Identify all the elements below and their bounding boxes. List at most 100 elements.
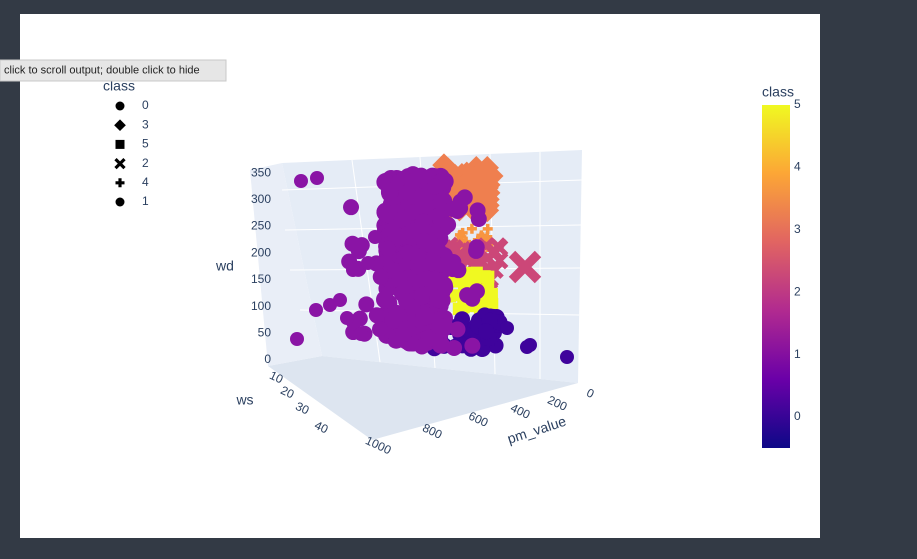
marker (444, 201, 461, 218)
marker (485, 287, 498, 300)
legend-title: class (103, 78, 135, 94)
marker (520, 340, 534, 354)
marker (115, 178, 125, 188)
z-tick-label: 150 (251, 272, 271, 286)
y-axis-title: ws (235, 392, 253, 408)
marker (560, 350, 574, 364)
marker (333, 293, 347, 307)
colorbar-tick: 1 (794, 347, 801, 361)
colorbar-tick: 5 (794, 97, 801, 111)
marker (413, 338, 430, 355)
marker (419, 270, 436, 287)
marker (490, 251, 509, 270)
marker (446, 339, 463, 356)
colorbar (762, 105, 790, 448)
marker (294, 174, 308, 188)
marker (454, 229, 465, 240)
marker (350, 243, 367, 260)
legend-label: 4 (142, 175, 149, 189)
marker (372, 268, 389, 285)
marker (358, 296, 375, 313)
marker (115, 197, 125, 207)
marker (449, 321, 466, 338)
marker (310, 171, 324, 185)
marker (395, 326, 412, 343)
z-tick-label: 50 (258, 325, 272, 339)
marker (384, 222, 401, 239)
side-plane (250, 163, 322, 366)
marker (404, 175, 421, 192)
marker (361, 256, 375, 270)
marker (478, 323, 495, 340)
marker (437, 318, 454, 335)
marker (114, 119, 126, 132)
marker (500, 321, 514, 335)
marker (114, 157, 126, 170)
scene-3d[interactable] (250, 150, 583, 440)
y-tick-label: 10 (267, 368, 285, 386)
marker (368, 307, 385, 324)
colorbar-title: class (762, 84, 794, 100)
marker (391, 271, 408, 288)
z-axis-title: wd (215, 258, 234, 274)
z-tick-label: 100 (251, 299, 271, 313)
point-cloud (290, 153, 574, 364)
y-tick-label: 20 (278, 383, 296, 401)
marker (464, 337, 481, 354)
legend[interactable]: 0 3 5 2 4 1 (114, 98, 149, 208)
marker (343, 199, 360, 216)
y-tick-label: 30 (293, 399, 311, 417)
marker (468, 242, 485, 259)
marker (371, 321, 388, 338)
marker (309, 303, 323, 317)
marker (380, 240, 397, 257)
marker (445, 172, 469, 197)
marker (376, 290, 395, 309)
marker (440, 216, 457, 233)
marker (404, 204, 421, 221)
marker (417, 306, 436, 325)
y-tick-label: 40 (312, 418, 330, 436)
marker (490, 239, 509, 257)
legend-label: 2 (142, 156, 149, 170)
marker (459, 287, 476, 304)
marker (340, 311, 354, 325)
z-tick-label: 200 (251, 245, 271, 259)
marker (405, 222, 422, 239)
marker (398, 293, 415, 310)
marker (466, 223, 477, 234)
marker (474, 165, 498, 189)
marker (290, 332, 304, 346)
marker (416, 232, 433, 249)
colorbar-tick: 0 (794, 409, 801, 423)
legend-label: 3 (142, 117, 149, 131)
tooltip: click to scroll output; double click to … (4, 64, 200, 76)
marker (508, 250, 542, 284)
marker (354, 327, 368, 341)
colorbar-tick: 3 (794, 222, 801, 236)
marker (368, 230, 382, 244)
z-tick-label: 250 (251, 219, 271, 233)
floor-plane (268, 356, 578, 440)
z-tick-label: 350 (251, 165, 271, 179)
colorbar-tick: 2 (794, 284, 801, 298)
legend-label: 0 (142, 98, 149, 112)
marker (426, 178, 443, 195)
marker (469, 202, 486, 219)
tooltip-box (0, 59, 227, 82)
marker (388, 304, 405, 321)
marker (444, 261, 461, 278)
marker (456, 189, 473, 206)
legend-label: 1 (142, 194, 149, 208)
marker (346, 263, 360, 277)
z-tick-label: 0 (264, 352, 271, 366)
z-tick-label: 300 (251, 192, 271, 206)
marker (399, 244, 416, 261)
marker (115, 139, 125, 149)
legend-label: 5 (142, 137, 149, 151)
marker (469, 270, 482, 283)
colorbar-tick: 4 (794, 160, 801, 174)
marker (115, 101, 125, 111)
